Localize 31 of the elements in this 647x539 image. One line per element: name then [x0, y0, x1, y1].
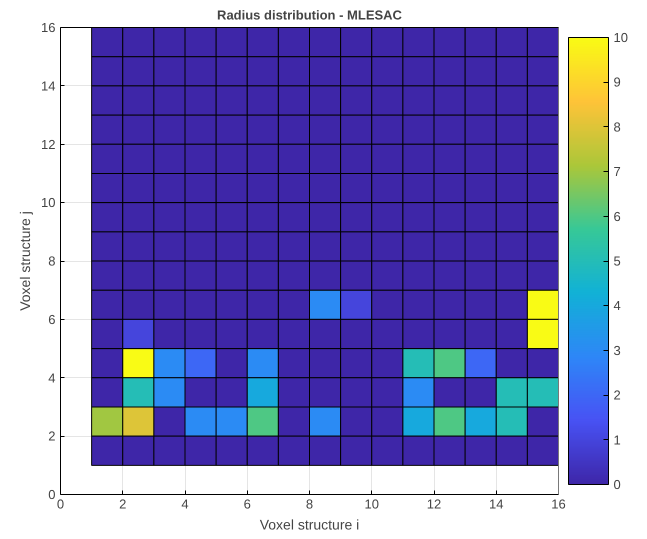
x-tick-label: 8	[306, 496, 314, 512]
y-tick-label: 14	[41, 78, 56, 94]
x-tick-label: 14	[489, 496, 504, 512]
y-tick-label: 10	[41, 195, 56, 210]
color-bar-label: 7	[614, 164, 621, 180]
color-bar-label: 0	[614, 477, 621, 492]
x-tick-label: 2	[119, 496, 126, 512]
y-tick-label: 4	[48, 370, 56, 386]
color-bar-label: 10	[614, 30, 628, 45]
x-tick-label: 10	[364, 496, 379, 512]
y-tick-label: 12	[41, 136, 56, 152]
x-tick-label: 12	[426, 496, 442, 512]
y-tick-label: 2	[48, 428, 56, 444]
x-tick-label: 6	[244, 496, 251, 512]
y-tick-label: 16	[41, 20, 56, 35]
chart-title: Radius distribution - MLESAC	[217, 8, 403, 22]
y-axis-title: Voxel structure j	[17, 211, 34, 311]
x-tick-label: 4	[181, 496, 189, 512]
color-bar-label: 8	[614, 119, 621, 134]
y-tick-label: 0	[48, 487, 56, 502]
color-bar-label: 9	[614, 74, 621, 90]
y-tick-label: 6	[48, 312, 56, 327]
color-bar-label: 4	[614, 298, 621, 314]
color-bar-label: 6	[614, 208, 621, 224]
y-tick-label: 8	[48, 254, 56, 268]
color-bar-label: 2	[614, 388, 621, 403]
x-tick-label: 16	[551, 496, 566, 512]
color-bar-label: 5	[614, 254, 621, 268]
x-axis-title: Voxel structure i	[260, 516, 360, 532]
color-bar-label: 3	[614, 342, 621, 358]
color-bar-label: 1	[614, 432, 621, 448]
